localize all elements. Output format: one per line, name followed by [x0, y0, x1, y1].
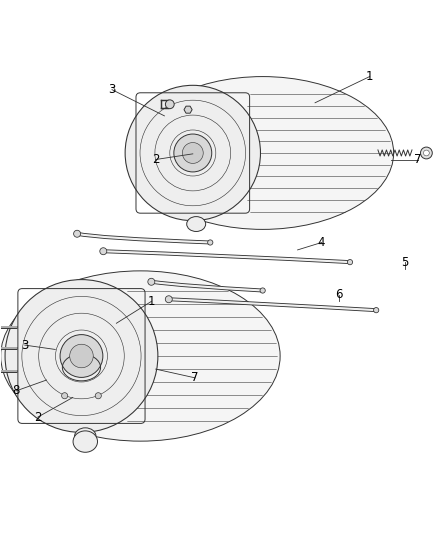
- Circle shape: [347, 260, 353, 265]
- Polygon shape: [184, 106, 192, 113]
- Circle shape: [95, 393, 101, 399]
- Circle shape: [424, 150, 429, 156]
- Ellipse shape: [182, 142, 203, 164]
- Circle shape: [165, 296, 172, 303]
- Circle shape: [74, 230, 81, 237]
- Circle shape: [260, 288, 265, 293]
- Circle shape: [374, 308, 379, 313]
- Text: 6: 6: [336, 288, 343, 301]
- Text: 2: 2: [152, 153, 159, 166]
- Text: 7: 7: [191, 372, 199, 384]
- Text: 8: 8: [12, 384, 20, 398]
- Ellipse shape: [5, 280, 158, 432]
- Text: 1: 1: [366, 70, 373, 83]
- Circle shape: [420, 147, 432, 159]
- Ellipse shape: [74, 428, 96, 445]
- Text: 7: 7: [414, 153, 421, 166]
- Text: 3: 3: [21, 338, 28, 352]
- Text: 3: 3: [108, 83, 116, 96]
- Circle shape: [208, 240, 213, 245]
- Text: 2: 2: [34, 410, 42, 424]
- Circle shape: [166, 100, 174, 109]
- Ellipse shape: [125, 85, 261, 221]
- Text: 1: 1: [148, 295, 155, 308]
- Ellipse shape: [73, 431, 98, 453]
- Text: 4: 4: [318, 236, 325, 249]
- Text: 5: 5: [401, 256, 408, 269]
- Ellipse shape: [70, 344, 93, 368]
- Ellipse shape: [174, 134, 212, 172]
- Ellipse shape: [1, 271, 280, 441]
- Ellipse shape: [187, 216, 206, 231]
- Ellipse shape: [132, 77, 394, 229]
- Circle shape: [62, 393, 68, 399]
- Ellipse shape: [60, 335, 103, 377]
- Circle shape: [100, 248, 107, 255]
- Circle shape: [148, 278, 155, 285]
